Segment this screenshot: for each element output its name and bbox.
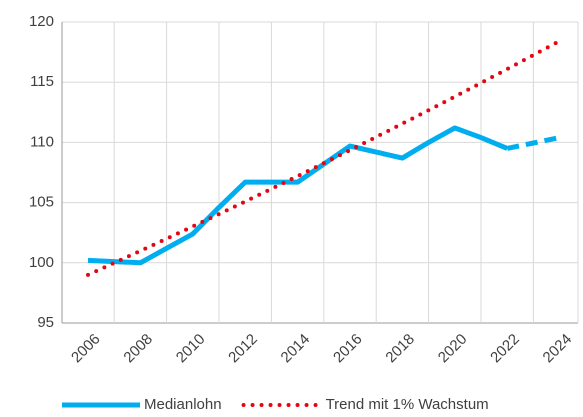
x-tick-label: 2014 [278,331,314,367]
y-tick-label: 105 [29,194,54,211]
x-tick-label: 2010 [173,331,209,367]
series-line [87,125,509,266]
x-tick-label: 2020 [435,331,471,367]
x-tick-label: 2016 [330,331,366,367]
series-line [506,135,561,151]
x-tick-label: 2012 [225,331,261,367]
x-tick-label: 2006 [68,331,104,367]
y-tick-label: 115 [30,73,54,90]
x-tick-label: 2008 [120,331,156,367]
x-tick-label: 2024 [540,331,576,367]
y-tick-label: 110 [30,133,54,150]
y-tick-label: 120 [29,13,54,30]
x-tick-label: 2022 [487,331,523,367]
legend-label: Trend mit 1% Wachstum [326,396,489,413]
y-tick-label: 100 [29,254,54,271]
x-tick-label: 2018 [382,331,418,367]
legend-label: Medianlohn [144,396,222,413]
series-line [86,39,562,277]
y-tick-label: 95 [37,314,54,331]
